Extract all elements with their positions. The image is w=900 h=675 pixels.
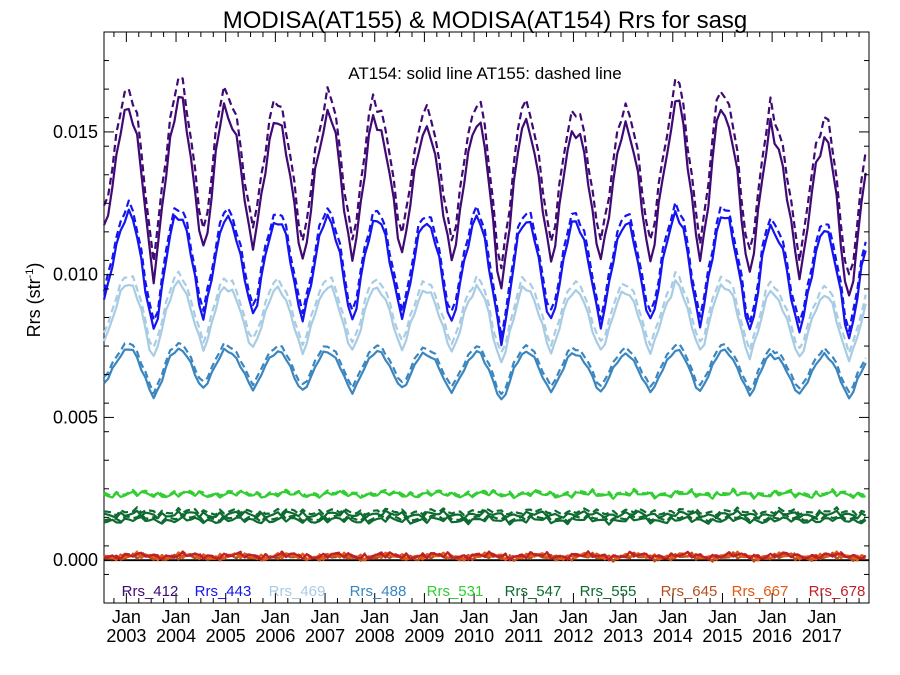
x-tick-year-label: 2012 [553,626,593,646]
series-rrs-531 [103,487,866,500]
x-tick-month-label: Jan [658,607,687,627]
y-tick-label: 0.000 [53,550,98,570]
series-line-dashed-rrs-547 [103,506,867,518]
series-rrs-678 [103,550,867,562]
series-rrs-547 [103,506,867,520]
x-tick-year-label: 2011 [504,626,543,646]
x-tick-year-label: 2010 [454,626,494,646]
series-line-dashed-rrs-678 [103,550,867,561]
x-tick-year-label: 2005 [206,626,246,646]
x-tick-year-label: 2016 [752,626,792,646]
chart-title: MODISA(AT155) & MODISA(AT154) Rrs for sa… [223,7,748,34]
x-tick-year-label: 2007 [305,626,345,646]
series-line-solid-rrs-412 [102,95,867,297]
legend-entry-rrs-645: Rrs_645 [661,583,718,600]
x-tick-month-label: Jan [758,607,787,627]
series-rrs-412 [102,76,867,297]
line-style-annotation: AT154: solid line AT155: dashed line [348,64,621,83]
series-rrs-469 [102,270,867,364]
y-tick-label: 0.015 [53,122,98,142]
series-line-dashed-rrs-555 [103,512,867,524]
legend-entry-rrs-412: Rrs_412 [122,583,179,600]
x-tick-month-label: Jan [360,607,389,627]
series-rrs-443 [102,199,867,347]
x-tick-month-label: Jan [261,607,290,627]
x-tick-year-label: 2008 [355,626,395,646]
x-tick-month-label: Jan [112,607,141,627]
x-tick-month-label: Jan [162,607,191,627]
legend: Rrs_412 Rrs_443 Rrs_469 Rrs_488 Rrs_531 Rrs_5… [122,583,866,600]
x-tick-year-label: 2009 [404,626,444,646]
y-tick-label: 0.010 [53,265,98,285]
x-tick-month-label: Jan [211,607,240,627]
x-tick-year-label: 2003 [106,626,146,646]
series-line-solid-rrs-488 [103,347,867,401]
legend-entry-rrs-443: Rrs_443 [195,583,252,600]
series-rrs-555 [103,512,867,526]
y-axis-label: Rrs (str-1) [24,263,44,338]
y-axis-label-exponent: -1 [24,269,36,279]
y-axis-label-close: ) [24,263,44,269]
x-tick-year-label: 2006 [255,626,295,646]
x-tick-year-label: 2004 [156,626,196,646]
series-rrs-488 [103,341,867,401]
legend-entry-rrs-531: Rrs_531 [427,583,484,600]
series-line-solid-rrs-555 [103,514,867,526]
series-line-dashed-rrs-443 [102,199,867,339]
x-axis: Jan2003Jan2004Jan2005Jan2006Jan2007Jan20… [106,32,860,646]
series-line-solid-rrs-443 [102,208,867,347]
x-tick-month-label: Jan [708,607,737,627]
series-line-solid-rrs-531 [103,489,866,500]
x-tick-month-label: Jan [609,607,638,627]
x-tick-month-label: Jan [807,607,836,627]
series-line-dashed-rrs-412 [102,76,867,276]
series-line-solid-rrs-547 [103,509,867,520]
y-axis-label-text: Rrs (str [24,278,44,337]
series-line-dashed-rrs-488 [103,341,867,396]
plot-area [102,31,870,604]
x-tick-year-label: 2017 [802,626,842,646]
series-line-dashed-rrs-531 [103,487,866,499]
x-tick-year-label: 2015 [702,626,742,646]
y-tick-label: 0.005 [53,407,98,427]
legend-entry-rrs-667: Rrs_667 [732,583,789,600]
x-tick-month-label: Jan [460,607,489,627]
x-tick-year-label: 2013 [603,626,643,646]
x-tick-month-label: Jan [410,607,439,627]
series-line-dashed-rrs-469 [102,270,867,354]
x-tick-month-label: Jan [311,607,340,627]
x-tick-month-label: Jan [559,607,588,627]
legend-entry-rrs-678: Rrs_678 [809,583,866,600]
legend-entry-rrs-488: Rrs_488 [350,583,407,600]
legend-entry-rrs-469: Rrs_469 [269,583,326,600]
legend-entry-rrs-555: Rrs_555 [580,583,637,600]
x-tick-year-label: 2014 [653,626,693,646]
x-tick-month-label: Jan [509,607,538,627]
series-line-solid-rrs-469 [102,279,867,364]
legend-entry-rrs-547: Rrs_547 [505,583,562,600]
y-axis: 0.000 0.005 0.010 0.015 [53,31,869,604]
